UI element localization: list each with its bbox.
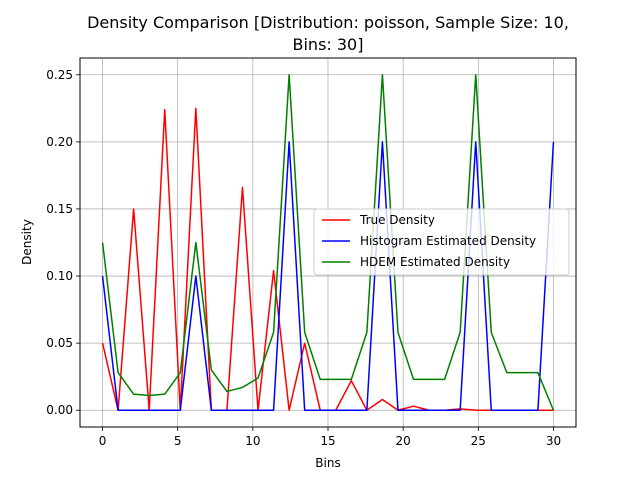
y-tick-label: 0.20 bbox=[46, 135, 73, 149]
y-tick-label: 0.15 bbox=[46, 202, 73, 216]
x-tick-label: 10 bbox=[245, 434, 260, 448]
chart-title-line-1: Density Comparison [Distribution: poisso… bbox=[87, 13, 569, 32]
y-tick-label: 0.05 bbox=[46, 336, 73, 350]
series-line-histogram-estimated-density bbox=[101, 141, 555, 411]
y-tick-label: 0.00 bbox=[46, 403, 73, 417]
y-tick-label: 0.10 bbox=[46, 269, 73, 283]
legend: True Density Histogram Estimated Density… bbox=[313, 208, 570, 276]
x-tick-label: 20 bbox=[396, 434, 411, 448]
y-axis-label: Density bbox=[20, 219, 34, 265]
x-tick-label: 15 bbox=[320, 434, 335, 448]
legend-label-histogram-estimated-density: Histogram Estimated Density bbox=[360, 234, 536, 248]
x-axis-ticks: 0 5 10 15 20 25 30 bbox=[99, 427, 561, 448]
series-lines bbox=[101, 74, 555, 411]
x-tick-label: 30 bbox=[546, 434, 561, 448]
series-line-hdem-estimated-density bbox=[101, 74, 555, 411]
x-tick-label: 25 bbox=[471, 434, 486, 448]
legend-box bbox=[313, 208, 570, 276]
chart-title-line-2: Bins: 30] bbox=[293, 35, 364, 54]
x-tick-label: 0 bbox=[99, 434, 107, 448]
x-tick-label: 5 bbox=[174, 434, 182, 448]
x-axis-label: Bins bbox=[315, 456, 340, 470]
y-tick-label: 0.25 bbox=[46, 68, 73, 82]
legend-label-true-density: True Density bbox=[359, 213, 435, 227]
legend-label-hdem-estimated-density: HDEM Estimated Density bbox=[360, 255, 510, 269]
y-axis-ticks: 0.00 0.05 0.10 0.15 0.20 0.25 bbox=[46, 68, 80, 417]
